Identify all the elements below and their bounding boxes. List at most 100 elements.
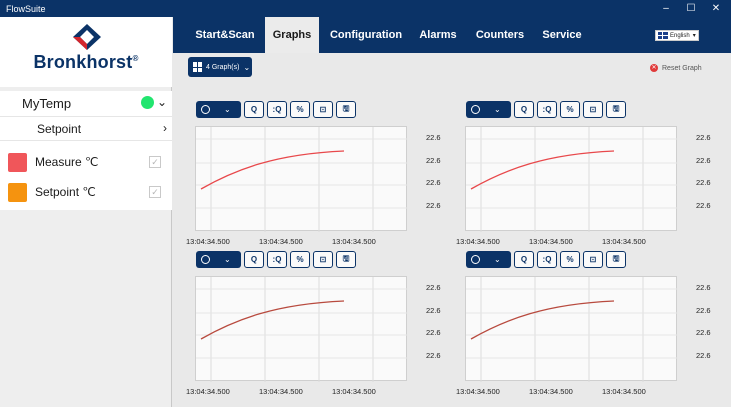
device-name: MyTemp — [22, 96, 72, 111]
chevron-right-icon[interactable]: › — [163, 121, 167, 135]
graph-count-dropdown[interactable]: 4 Graph(s) ⌄ — [188, 57, 252, 77]
tab-configuration[interactable]: Configuration — [329, 29, 403, 41]
series-line — [470, 150, 615, 190]
chevron-down-icon: ⌄ — [494, 105, 501, 114]
y-tick-label: 22.6 — [426, 178, 441, 187]
y-tick-label: 22.6 — [426, 133, 441, 142]
chevron-down-icon[interactable]: ⌄ — [156, 95, 167, 109]
crop-button[interactable]: ⊡ — [583, 101, 603, 118]
crop-button[interactable]: ⊡ — [583, 251, 603, 268]
y-tick-label: 22.6 — [696, 178, 711, 187]
plot-area[interactable] — [465, 126, 678, 232]
chevron-down-icon: ⌄ — [243, 62, 251, 72]
grid-icon — [193, 62, 203, 72]
chevron-down-icon: ⌄ — [224, 105, 231, 114]
tab-counters[interactable]: Counters — [475, 29, 525, 41]
zoom-mode-dropdown[interactable]: ⌄ — [466, 101, 511, 118]
crop-button[interactable]: ⊡ — [313, 101, 333, 118]
y-tick-label: 22.6 — [696, 201, 711, 210]
tab-graphs[interactable]: Graphs — [265, 17, 319, 53]
brand-trademark: ® — [132, 54, 139, 63]
zoom-fit-button[interactable]: :Q — [537, 251, 557, 268]
series-color-swatch — [8, 153, 27, 172]
percent-button[interactable]: % — [290, 101, 310, 118]
y-tick-label: 22.6 — [696, 306, 711, 315]
brand-name: Bronkhorst® — [0, 52, 172, 73]
reset-icon: ✕ — [650, 64, 658, 72]
zoom-fit-button[interactable]: :Q — [537, 101, 557, 118]
save-button[interactable]: 🖫 — [336, 101, 356, 118]
y-tick-label: 22.6 — [696, 328, 711, 337]
zoom-in-button[interactable]: Q — [514, 101, 534, 118]
y-tick-label: 22.6 — [426, 201, 441, 210]
zoom-mode-dropdown[interactable]: ⌄ — [196, 251, 241, 268]
logo: Bronkhorst® — [0, 17, 172, 87]
percent-button[interactable]: % — [560, 251, 580, 268]
series-visible-checkbox[interactable]: ✓ — [149, 186, 161, 198]
plot-area[interactable] — [195, 126, 408, 232]
series-color-swatch — [8, 183, 27, 202]
status-indicator — [141, 96, 154, 109]
zoom-mode-dropdown[interactable]: ⌄ — [466, 251, 511, 268]
graph-panel-toolbar: ⌄ Q:Q% ⊡ 🖫 — [466, 101, 629, 119]
crop-button[interactable]: ⊡ — [313, 251, 333, 268]
magnifier-icon — [471, 255, 480, 264]
x-tick-label: 13:04:34.500 — [332, 387, 376, 396]
sidebar-item-setpoint[interactable]: Setpoint › — [0, 117, 172, 141]
uk-flag-icon — [658, 32, 668, 39]
y-tick-label: 22.6 — [696, 156, 711, 165]
zoom-mode-dropdown[interactable]: ⌄ — [196, 101, 241, 118]
percent-button[interactable]: % — [290, 251, 310, 268]
device-row[interactable]: MyTemp ⌄ — [0, 91, 172, 117]
series-visible-checkbox[interactable]: ✓ — [149, 156, 161, 168]
zoom-in-button[interactable]: Q — [244, 251, 264, 268]
chevron-down-icon: ⌄ — [494, 255, 501, 264]
series-label: Setpoint ℃ — [35, 185, 96, 199]
tab-start-scan[interactable]: Start&Scan — [195, 29, 255, 41]
x-tick-label: 13:04:34.500 — [529, 387, 573, 396]
language-select[interactable]: English ▾ — [655, 30, 699, 41]
x-tick-label: 13:04:34.500 — [602, 237, 646, 246]
x-tick-label: 13:04:34.500 — [259, 237, 303, 246]
x-tick-label: 13:04:34.500 — [456, 387, 500, 396]
series-label: Measure ℃ — [35, 155, 99, 169]
series-row-measure[interactable]: Measure ℃ ✓ — [0, 147, 172, 177]
y-tick-label: 22.6 — [696, 351, 711, 360]
x-tick-label: 13:04:34.500 — [186, 387, 230, 396]
tab-service[interactable]: Service — [542, 29, 582, 41]
x-tick-label: 13:04:34.500 — [259, 387, 303, 396]
save-button[interactable]: 🖫 — [606, 101, 626, 118]
zoom-in-button[interactable]: Q — [514, 251, 534, 268]
series-line — [200, 300, 345, 340]
magnifier-icon — [471, 105, 480, 114]
zoom-fit-button[interactable]: :Q — [267, 101, 287, 118]
minimize-icon[interactable]: – — [663, 3, 669, 14]
maximize-icon[interactable]: ☐ — [686, 3, 696, 14]
series-line — [200, 150, 345, 190]
graph-panel: ⌄ Q:Q% ⊡ 🖫 22.6 22.6 22.6 22.6 13:04:34.500 13:04… — [173, 251, 441, 396]
y-tick-label: 22.6 — [696, 133, 711, 142]
y-tick-label: 22.6 — [426, 328, 441, 337]
reset-label: Reset Graph — [662, 64, 702, 72]
x-tick-label: 13:04:34.500 — [529, 237, 573, 246]
zoom-in-button[interactable]: Q — [244, 101, 264, 118]
plot-svg — [466, 277, 678, 382]
tab-alarms[interactable]: Alarms — [419, 29, 457, 41]
reset-graph-button[interactable]: ✕ Reset Graph — [650, 64, 702, 72]
graph-panel: ⌄ Q:Q% ⊡ 🖫 22.6 22.6 22.6 22.6 13:04:34.500 13:04… — [443, 251, 711, 396]
x-tick-label: 13:04:34.500 — [186, 237, 230, 246]
chevron-down-icon: ⌄ — [224, 255, 231, 264]
plot-area[interactable] — [465, 276, 678, 382]
series-row-setpoint[interactable]: Setpoint ℃ ✓ — [0, 177, 172, 207]
save-button[interactable]: 🖫 — [336, 251, 356, 268]
percent-button[interactable]: % — [560, 101, 580, 118]
bronkhorst-logo-icon — [73, 24, 101, 50]
plot-area[interactable] — [195, 276, 408, 382]
y-tick-label: 22.6 — [426, 351, 441, 360]
y-tick-label: 22.6 — [426, 156, 441, 165]
plot-svg — [466, 127, 678, 232]
y-tick-label: 22.6 — [696, 283, 711, 292]
save-button[interactable]: 🖫 — [606, 251, 626, 268]
close-icon[interactable]: ✕ — [711, 3, 721, 14]
zoom-fit-button[interactable]: :Q — [267, 251, 287, 268]
